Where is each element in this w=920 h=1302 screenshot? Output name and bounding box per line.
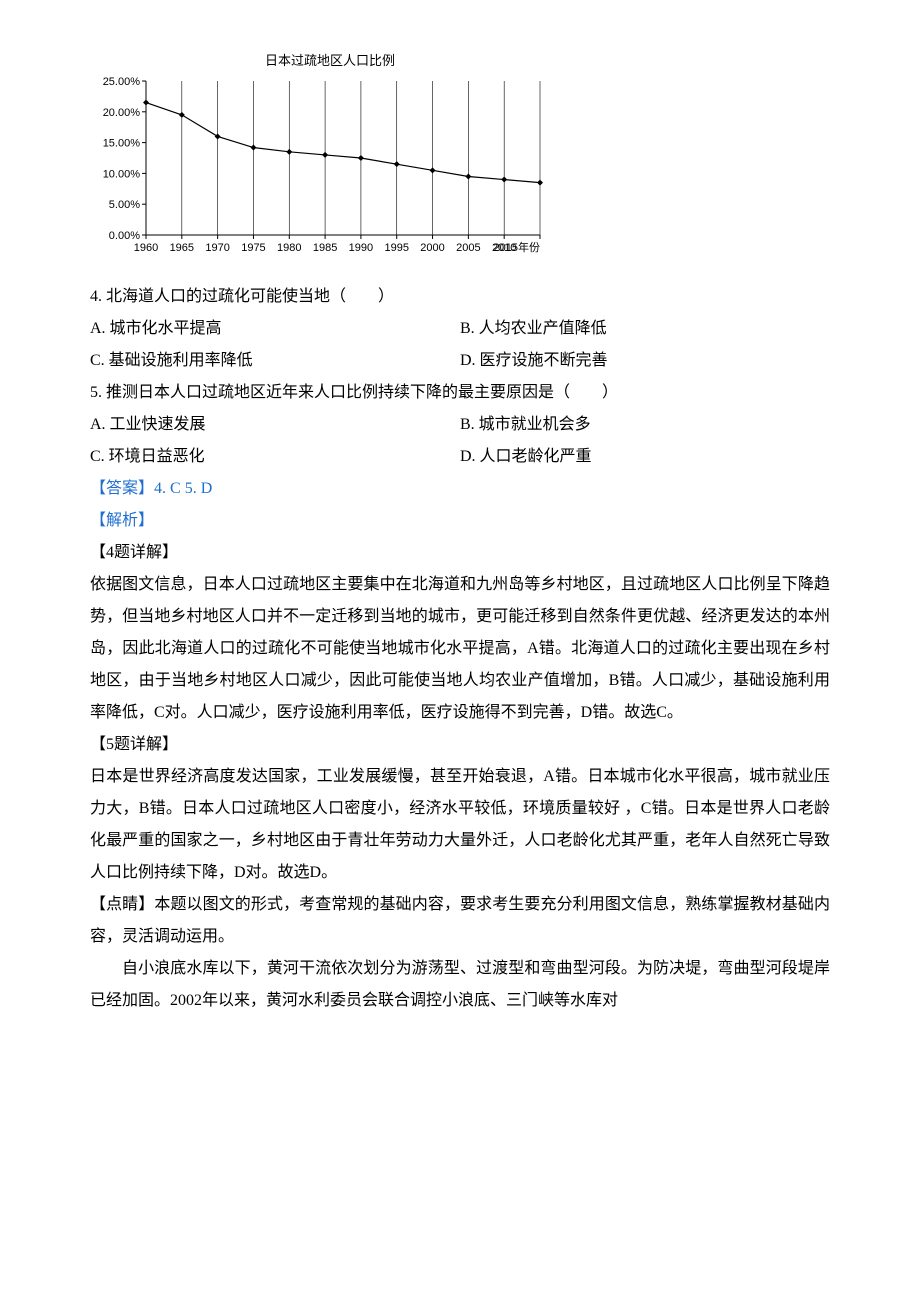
passage: 自小浪底水库以下，黄河干流依次划分为游荡型、过渡型和弯曲型河段。为防决堤，弯曲型… (90, 953, 830, 1017)
svg-text:2015年份: 2015年份 (494, 240, 540, 254)
answer-text: 4. C 5. D (154, 480, 212, 497)
q4-opt-b: B. 人均农业产值降低 (460, 313, 830, 345)
q4-row1: A. 城市化水平提高 B. 人均农业产值降低 (90, 313, 830, 345)
svg-text:1985: 1985 (313, 242, 337, 254)
q5-head: 【5题详解】 (90, 729, 830, 761)
answer-line: 【答案】4. C 5. D (90, 473, 830, 505)
chart-container: 日本过疏地区人口比例 0.00% 5.00% 10.00% 15.00% 20.00% 2… (90, 50, 830, 263)
q4-row2: C. 基础设施利用率降低 D. 医疗设施不断完善 (90, 345, 830, 377)
q5-opt-c: C. 环境日益恶化 (90, 441, 460, 473)
svg-text:0.00%: 0.00% (109, 230, 140, 242)
svg-text:2000: 2000 (420, 242, 444, 254)
answer-label: 【答案】 (90, 480, 154, 497)
q5-row2: C. 环境日益恶化 D. 人口老龄化严重 (90, 441, 830, 473)
q5-stem: 5. 推测日本人口过疏地区近年来人口比例持续下降的最主要原因是（ ） (90, 377, 830, 409)
svg-text:1970: 1970 (205, 242, 229, 254)
svg-text:10.00%: 10.00% (103, 168, 141, 180)
q4-head: 【4题详解】 (90, 537, 830, 569)
q4-stem: 4. 北海道人口的过疏化可能使当地（ ） (90, 281, 830, 313)
svg-text:1990: 1990 (349, 242, 373, 254)
svg-text:1980: 1980 (277, 242, 301, 254)
q5-body: 日本是世界经济高度发达国家，工业发展缓慢，甚至开始衰退，A错。日本城市化水平很高… (90, 761, 830, 889)
svg-text:1975: 1975 (241, 242, 265, 254)
analysis-label: 【解析】 (90, 505, 830, 537)
chart-title: 日本过疏地区人口比例 (130, 50, 530, 69)
svg-text:5.00%: 5.00% (109, 199, 140, 211)
q5-opt-d: D. 人口老龄化严重 (460, 441, 830, 473)
svg-text:1965: 1965 (170, 242, 194, 254)
svg-text:2005: 2005 (456, 242, 480, 254)
svg-text:20.00%: 20.00% (103, 107, 141, 119)
population-chart: 0.00% 5.00% 10.00% 15.00% 20.00% 25.00% 1960 19… (90, 73, 550, 263)
tip: 【点睛】本题以图文的形式，考查常规的基础内容，要求考生要充分利用图文信息，熟练掌… (90, 889, 830, 953)
svg-text:1995: 1995 (384, 242, 408, 254)
svg-text:25.00%: 25.00% (103, 76, 141, 88)
q4-body: 依据图文信息，日本人口过疏地区主要集中在北海道和九州岛等乡村地区，且过疏地区人口… (90, 569, 830, 729)
q4-opt-d: D. 医疗设施不断完善 (460, 345, 830, 377)
q5-row1: A. 工业快速发展 B. 城市就业机会多 (90, 409, 830, 441)
q5-opt-a: A. 工业快速发展 (90, 409, 460, 441)
q5-opt-b: B. 城市就业机会多 (460, 409, 830, 441)
q4-opt-c: C. 基础设施利用率降低 (90, 345, 460, 377)
svg-text:1960: 1960 (134, 242, 158, 254)
q4-opt-a: A. 城市化水平提高 (90, 313, 460, 345)
svg-text:15.00%: 15.00% (103, 138, 141, 150)
